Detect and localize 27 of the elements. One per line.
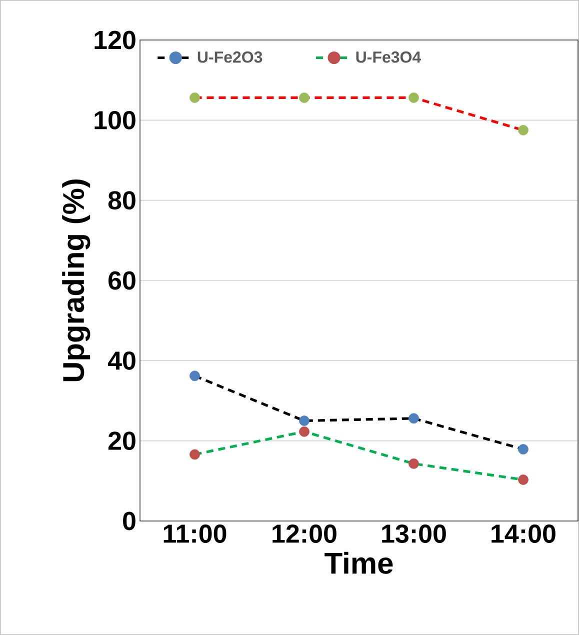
point [408, 92, 419, 103]
y-tick-label: 20 [108, 432, 136, 450]
legend-label: U-Fe3O4 [356, 51, 422, 63]
x-axis-title: Time [324, 552, 393, 574]
point [299, 426, 310, 437]
y-tick-label: 60 [108, 271, 136, 290]
point [190, 370, 200, 382]
y-tick-label: 100 [94, 110, 136, 130]
x-tick-label: 12:00 [272, 524, 336, 543]
legend-label: U-Fe2O3 [198, 51, 262, 63]
y-tick-label: 40 [108, 351, 136, 370]
point [518, 474, 528, 485]
y-tick-label: 80 [108, 191, 136, 210]
point [408, 413, 419, 424]
point [408, 458, 419, 469]
point [518, 124, 528, 136]
point [190, 449, 200, 460]
x-tick-label: 13:00 [382, 524, 446, 543]
point [518, 444, 528, 454]
x-tick-label: 11:00 [164, 524, 226, 543]
x-tick-label: 14:00 [492, 524, 556, 543]
y-axis-title: Upgrading (%) [62, 180, 90, 382]
y-tick-label: 120 [94, 30, 136, 50]
point [190, 92, 200, 103]
point [299, 92, 310, 103]
point [299, 416, 310, 426]
y-tick-label: 0 [123, 512, 136, 530]
